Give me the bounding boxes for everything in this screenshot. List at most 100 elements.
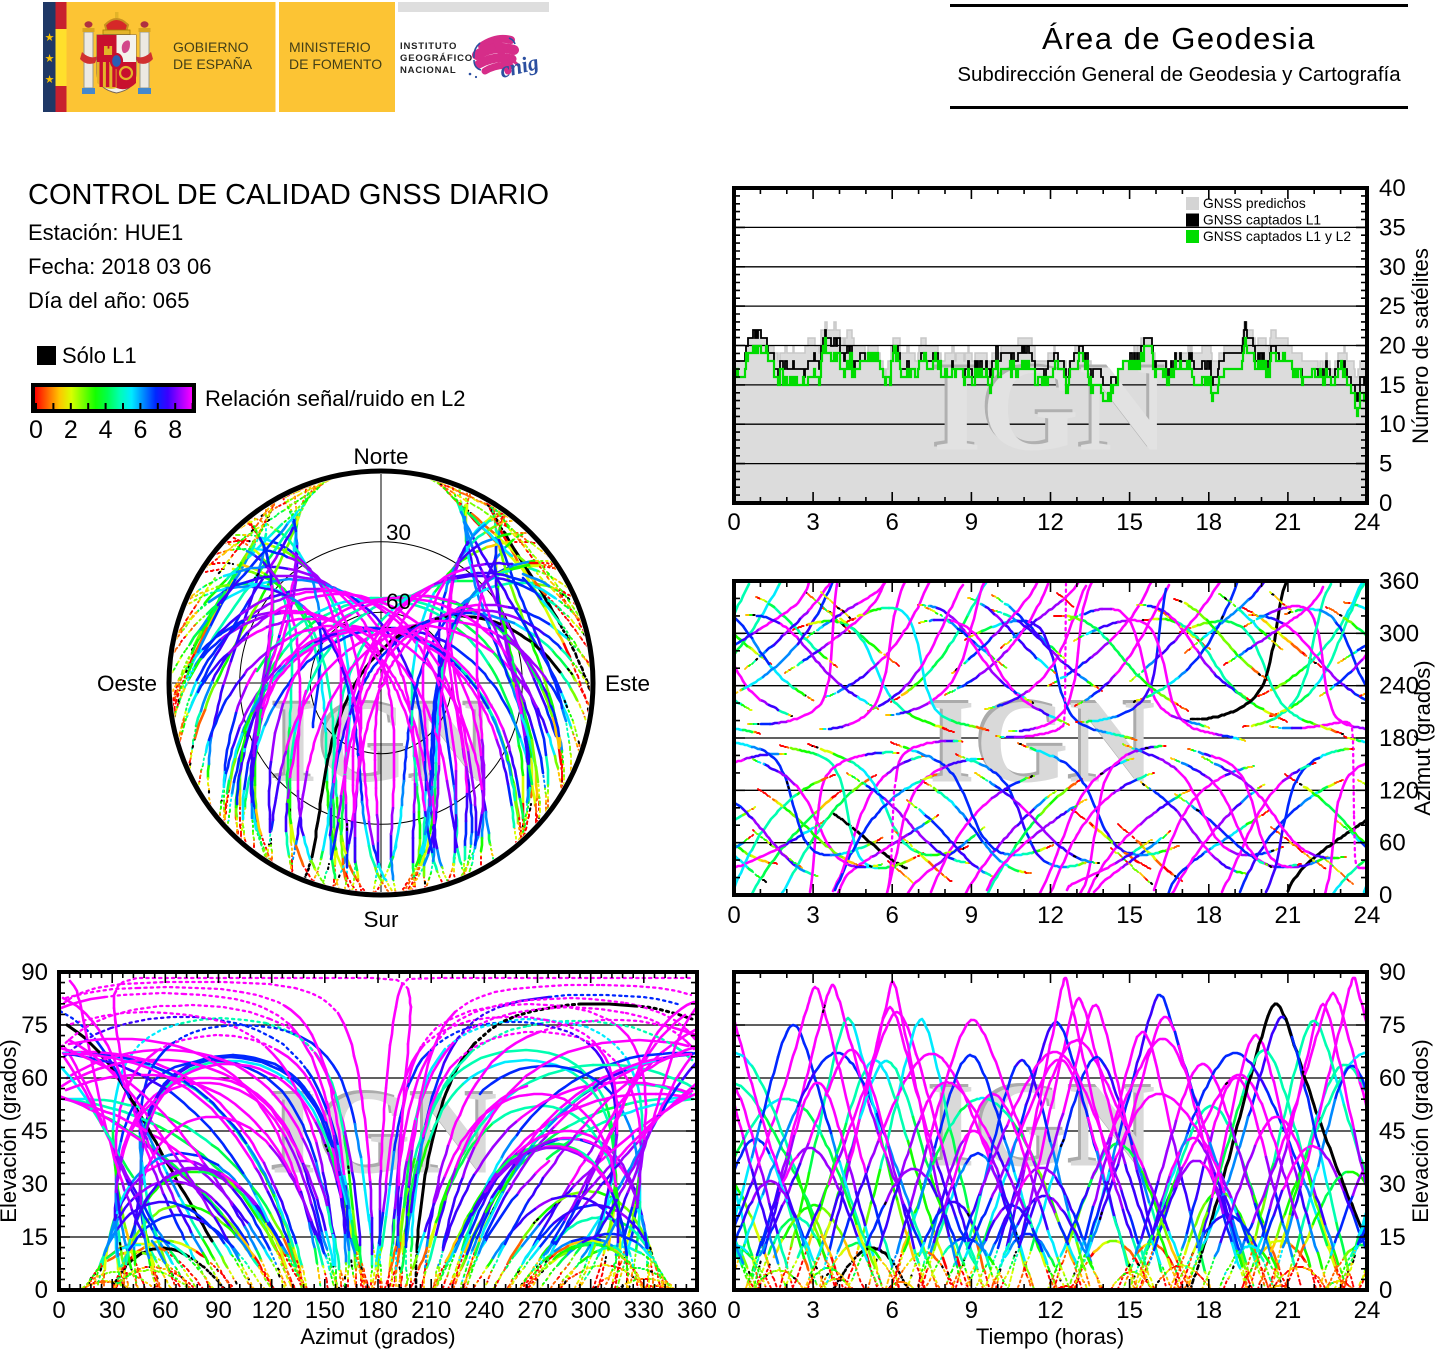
svg-text:Día del año: 065: Día del año: 065 xyxy=(28,288,189,313)
svg-text:IGN: IGN xyxy=(929,675,1156,808)
svg-text:GEOGRÁFICO: GEOGRÁFICO xyxy=(400,53,473,64)
svg-text:15: 15 xyxy=(1116,902,1143,929)
svg-text:0: 0 xyxy=(1379,490,1392,517)
svg-text:0: 0 xyxy=(727,1297,740,1324)
svg-text:Área de Geodesia: Área de Geodesia xyxy=(1042,21,1316,56)
svg-text:Azimut (grados): Azimut (grados) xyxy=(300,1324,455,1349)
svg-text:9: 9 xyxy=(965,1297,978,1324)
svg-text:270: 270 xyxy=(517,1297,557,1324)
svg-text:Relación señal/ruido en L2: Relación señal/ruido en L2 xyxy=(205,386,466,411)
svg-text:6: 6 xyxy=(133,416,147,444)
svg-text:2: 2 xyxy=(64,416,78,444)
svg-text:IGN: IGN xyxy=(930,336,1166,474)
svg-text:60: 60 xyxy=(386,589,411,614)
svg-text:60: 60 xyxy=(152,1297,179,1324)
svg-text:30: 30 xyxy=(99,1297,126,1324)
svg-text:3: 3 xyxy=(806,1297,819,1324)
svg-text:360: 360 xyxy=(677,1297,717,1324)
svg-text:45: 45 xyxy=(1379,1118,1406,1145)
svg-text:0: 0 xyxy=(29,416,43,444)
svg-text:3: 3 xyxy=(806,902,819,929)
svg-text:360: 360 xyxy=(1379,568,1419,595)
svg-text:Elevación (grados): Elevación (grados) xyxy=(0,1039,21,1222)
svg-text:12: 12 xyxy=(1037,1297,1064,1324)
svg-text:180: 180 xyxy=(358,1297,398,1324)
svg-text:6: 6 xyxy=(886,509,899,536)
svg-text:300: 300 xyxy=(1379,620,1419,647)
svg-text:0: 0 xyxy=(727,902,740,929)
svg-text:30: 30 xyxy=(1379,1171,1406,1198)
svg-text:Azimut (grados): Azimut (grados) xyxy=(1410,660,1435,815)
svg-text:0: 0 xyxy=(727,509,740,536)
svg-text:330: 330 xyxy=(624,1297,664,1324)
svg-text:20: 20 xyxy=(1379,333,1406,360)
svg-text:MINISTERIO: MINISTERIO xyxy=(289,39,371,55)
svg-text:8: 8 xyxy=(168,416,182,444)
svg-text:150: 150 xyxy=(305,1297,345,1324)
svg-text:★: ★ xyxy=(45,74,55,86)
svg-text:GNSS captados L1 y L2: GNSS captados L1 y L2 xyxy=(1203,229,1351,244)
svg-text:30: 30 xyxy=(386,520,411,545)
svg-text:210: 210 xyxy=(411,1297,451,1324)
svg-text:24: 24 xyxy=(1354,1297,1381,1324)
svg-text:30: 30 xyxy=(21,1171,48,1198)
svg-text:240: 240 xyxy=(464,1297,504,1324)
svg-text:Oeste: Oeste xyxy=(97,671,157,696)
svg-text:Estación: HUE1: Estación: HUE1 xyxy=(28,220,183,245)
svg-text:Número de satélites: Número de satélites xyxy=(1408,248,1433,444)
svg-text:★: ★ xyxy=(45,53,55,65)
svg-text:9: 9 xyxy=(965,902,978,929)
svg-text:12: 12 xyxy=(1037,902,1064,929)
svg-text:180: 180 xyxy=(1379,725,1419,752)
svg-text:6: 6 xyxy=(886,1297,899,1324)
svg-text:24: 24 xyxy=(1354,902,1381,929)
svg-text:Sólo L1: Sólo L1 xyxy=(62,343,137,368)
svg-text:15: 15 xyxy=(21,1224,48,1251)
svg-text:9: 9 xyxy=(965,509,978,536)
svg-text:6: 6 xyxy=(886,902,899,929)
svg-text:3: 3 xyxy=(806,509,819,536)
svg-text:75: 75 xyxy=(21,1012,48,1039)
svg-text:★: ★ xyxy=(45,32,55,44)
svg-text:300: 300 xyxy=(571,1297,611,1324)
svg-text:DE FOMENTO: DE FOMENTO xyxy=(289,56,382,72)
svg-text:Tiempo (horas): Tiempo (horas) xyxy=(976,1324,1124,1349)
svg-text:GOBIERNO: GOBIERNO xyxy=(173,39,249,55)
svg-text:IGN: IGN xyxy=(926,672,1153,805)
svg-text:90: 90 xyxy=(21,959,48,986)
svg-text:21: 21 xyxy=(1275,509,1302,536)
svg-text:Norte: Norte xyxy=(353,444,408,469)
svg-text:21: 21 xyxy=(1275,1297,1302,1324)
svg-text:CONTROL DE CALIDAD GNSS DIARIO: CONTROL DE CALIDAD GNSS DIARIO xyxy=(28,179,549,211)
svg-text:25: 25 xyxy=(1379,293,1406,320)
svg-text:0: 0 xyxy=(1379,1277,1392,1304)
svg-text:120: 120 xyxy=(252,1297,292,1324)
svg-text:Fecha: 2018 03 06: Fecha: 2018 03 06 xyxy=(28,254,211,279)
svg-text:75: 75 xyxy=(1379,1012,1406,1039)
svg-text:DE ESPAÑA: DE ESPAÑA xyxy=(173,56,253,72)
svg-text:120: 120 xyxy=(1379,777,1419,804)
svg-text:NACIONAL: NACIONAL xyxy=(400,65,457,76)
svg-text:10: 10 xyxy=(1379,411,1406,438)
svg-text:4: 4 xyxy=(99,416,113,444)
svg-text:60: 60 xyxy=(21,1065,48,1092)
svg-text:15: 15 xyxy=(1116,509,1143,536)
svg-text:INSTITUTO: INSTITUTO xyxy=(400,41,457,52)
svg-text:0: 0 xyxy=(52,1297,65,1324)
svg-text:5: 5 xyxy=(1379,451,1392,478)
svg-text:GNSS captados L1: GNSS captados L1 xyxy=(1203,213,1321,228)
svg-text:Subdirección General de Geodes: Subdirección General de Geodesia y Carto… xyxy=(957,63,1401,86)
svg-text:GNSS predichos: GNSS predichos xyxy=(1203,196,1306,211)
svg-text:18: 18 xyxy=(1195,1297,1222,1324)
svg-text:90: 90 xyxy=(1379,959,1406,986)
svg-text:90: 90 xyxy=(205,1297,232,1324)
svg-text:240: 240 xyxy=(1379,673,1419,700)
svg-text:18: 18 xyxy=(1195,509,1222,536)
svg-text:15: 15 xyxy=(1379,1224,1406,1251)
svg-text:0: 0 xyxy=(1379,882,1392,909)
svg-text:0: 0 xyxy=(35,1277,48,1304)
svg-text:15: 15 xyxy=(1116,1297,1143,1324)
svg-text:40: 40 xyxy=(1379,175,1406,202)
svg-text:24: 24 xyxy=(1354,509,1381,536)
svg-text:60: 60 xyxy=(1379,830,1406,857)
